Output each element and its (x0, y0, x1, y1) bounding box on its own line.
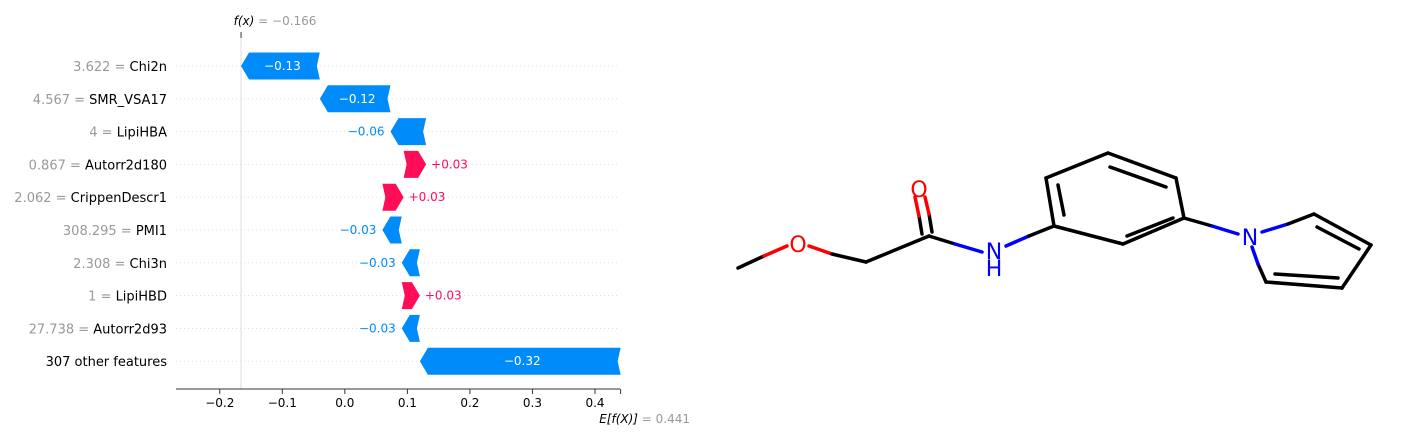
fx-label: f(x) (234, 14, 255, 28)
x-tick-label: 0.2 (460, 396, 479, 410)
feature-name: Chi2n (130, 60, 167, 75)
aryl-pyrrole-bond (1182, 216, 1240, 236)
bar-negative (241, 52, 320, 80)
bar-negative (401, 314, 420, 342)
fx-value: = −0.166 (258, 14, 316, 28)
benzene-ring (1044, 151, 1186, 246)
feature-name: CrippenDescr1 (71, 191, 167, 206)
bar-value-label: −0.03 (359, 321, 396, 335)
x-ticks: −0.2 −0.1 0.0 0.1 0.2 0.3 0.4 (205, 389, 622, 410)
feature-label: 308.295 = PMI1 (63, 224, 167, 239)
waterfall-chart: f(x) = −0.166 −0.13−0.12−0.06+0.03+0.03−… (14, 14, 690, 426)
feature-label: 4.567 = SMR_VSA17 (33, 93, 167, 108)
bar-value-label: +0.03 (409, 190, 446, 204)
bar-negative (319, 85, 391, 113)
amide-bonds (927, 224, 1056, 254)
bar-value-label: −0.13 (264, 59, 301, 73)
feature-value: 3.622 = (73, 60, 129, 75)
feature-name: Chi3n (130, 257, 167, 272)
feature-value: 27.738 = (29, 322, 94, 337)
feature-value: 0.867 = (29, 158, 85, 173)
atom-label-oxygen-ether: O (789, 233, 806, 258)
feature-label: 1 = LipiHBD (88, 290, 167, 305)
bar-value-label: −0.06 (348, 125, 385, 139)
ex-label: E[f(X)] (599, 412, 638, 426)
bar-value-label: −0.03 (340, 223, 377, 237)
bars (241, 52, 621, 375)
feature-label: 27.738 = Autorr2d93 (29, 322, 167, 337)
feature-value: 4 = (89, 126, 116, 141)
atom-label-hydrogen-amide: H (986, 257, 1003, 282)
feature-value: 4.567 = (33, 93, 89, 108)
bar-negative (382, 216, 402, 244)
bar-value-label: −0.03 (359, 256, 396, 270)
x-tick-label: 0.4 (585, 396, 604, 410)
feature-name: LipiHBA (117, 126, 167, 141)
methoxy-bonds (736, 234, 931, 270)
bar-negative (419, 347, 621, 375)
feature-label: 2.062 = CrippenDescr1 (14, 191, 167, 206)
x-tick-label: 0.1 (398, 396, 417, 410)
x-tick-label: 0.0 (335, 396, 354, 410)
feature-value: 1 = (88, 290, 115, 305)
pyrrole-ring (1250, 212, 1373, 290)
bar-positive (401, 282, 420, 310)
bar-negative (390, 118, 427, 146)
x-tick-label: −0.2 (205, 396, 234, 410)
feature-value: 308.295 = (63, 224, 136, 239)
feature-name: Autorr2d93 (93, 322, 167, 337)
bar-value-label: −0.12 (339, 92, 376, 106)
feature-value: 2.308 = (73, 257, 129, 272)
carbonyl-bonds (913, 195, 934, 236)
feature-label: 0.867 = Autorr2d180 (29, 158, 167, 173)
atom-label-oxygen-carbonyl: O (910, 178, 927, 203)
feature-name: PMI1 (136, 224, 167, 239)
molecule-structure: O O N H N (736, 151, 1373, 290)
bar-value-label: −0.32 (504, 354, 541, 368)
feature-labels: 3.622 = Chi2n 4.567 = SMR_VSA17 4 = LipiHB… (14, 60, 167, 370)
feature-value: 2.062 = (14, 191, 70, 206)
ex-value: = 0.441 (642, 412, 690, 426)
feature-name: LipiHBD (116, 290, 167, 305)
atom-label-nitrogen-amide: N (986, 240, 1002, 265)
ex-annotation: E[f(X)] = 0.441 (599, 412, 690, 426)
atom-labels: O O N H N (789, 178, 1258, 282)
x-tick-label: −0.1 (268, 396, 297, 410)
bar-positive (403, 150, 427, 178)
feature-label: 307 other features (46, 355, 168, 370)
bar-labels: −0.13 −0.12 −0.06 +0.03 +0.03 −0.03 −0.03 +0.03… (264, 59, 541, 368)
feature-label: 3.622 = Chi2n (73, 60, 167, 75)
feature-name: 307 other features (46, 355, 168, 370)
bar-positive (382, 183, 404, 211)
bar-negative (401, 249, 420, 277)
bar-value-label: +0.03 (431, 157, 468, 171)
x-tick-label: 0.3 (523, 396, 542, 410)
feature-label: 2.308 = Chi3n (73, 257, 167, 272)
bar-value-label: +0.03 (425, 289, 462, 303)
row-guides (176, 65, 620, 362)
feature-name: Autorr2d180 (85, 158, 167, 173)
feature-label: 4 = LipiHBA (89, 126, 167, 141)
fx-annotation: f(x) = −0.166 (234, 14, 317, 28)
atom-label-nitrogen-pyrrole: N (1242, 226, 1258, 251)
feature-name: SMR_VSA17 (89, 93, 167, 108)
